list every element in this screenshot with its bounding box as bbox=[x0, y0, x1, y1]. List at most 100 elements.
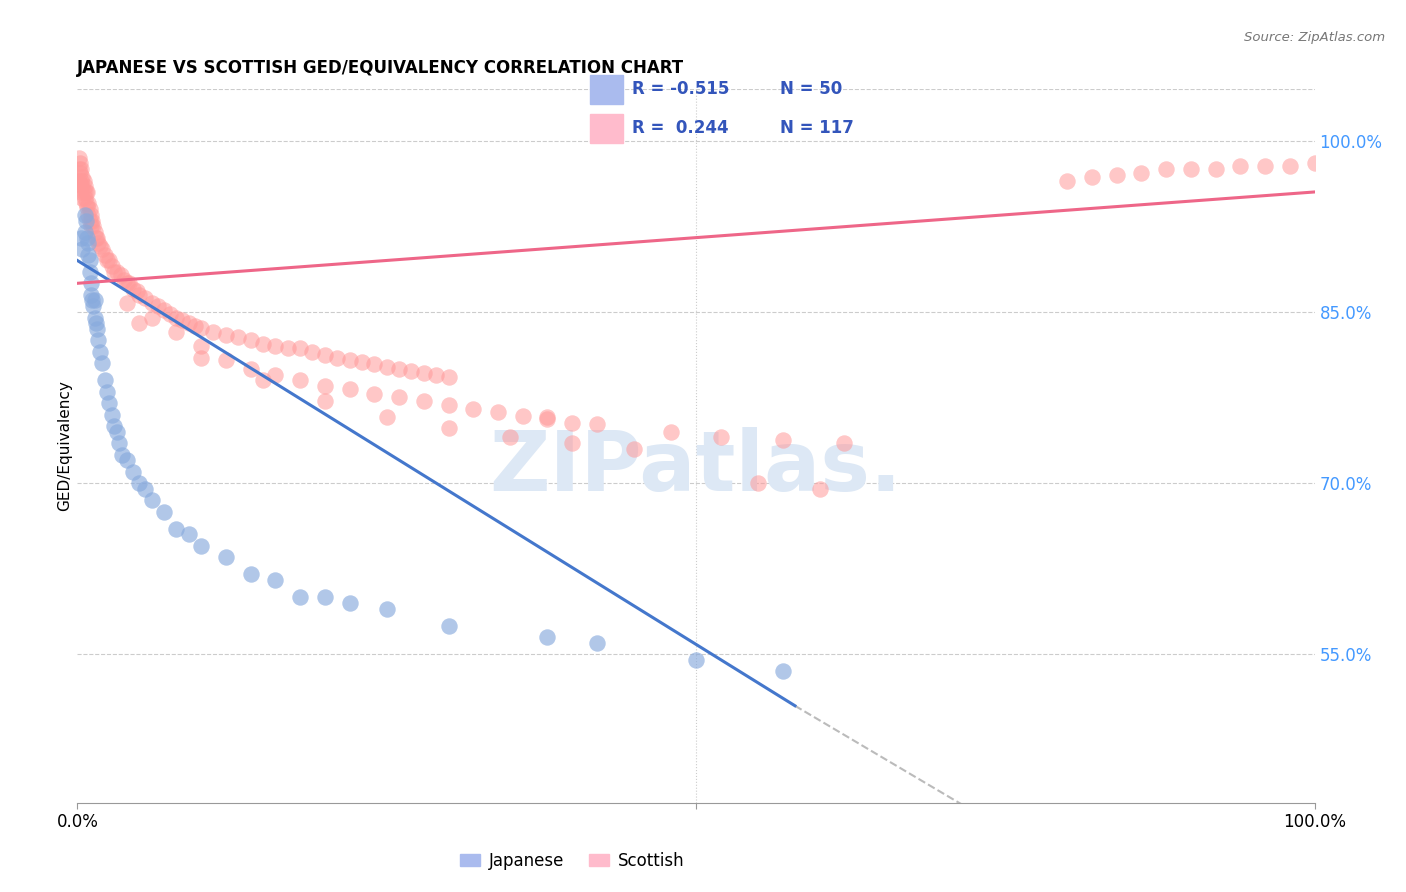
Point bbox=[128, 287, 150, 301]
Point bbox=[772, 665, 794, 679]
Point bbox=[111, 448, 134, 462]
Point bbox=[103, 265, 125, 279]
Point bbox=[536, 409, 558, 424]
Point bbox=[91, 242, 114, 256]
Point bbox=[264, 368, 287, 382]
Point bbox=[76, 200, 98, 214]
Point bbox=[73, 179, 96, 194]
Point bbox=[98, 396, 121, 410]
Point bbox=[1303, 156, 1326, 170]
Point bbox=[288, 342, 311, 356]
Point bbox=[425, 368, 447, 382]
Point bbox=[215, 550, 238, 565]
Point bbox=[623, 442, 645, 456]
Point bbox=[350, 355, 373, 369]
Point bbox=[1229, 159, 1251, 173]
Point bbox=[388, 391, 411, 405]
Point bbox=[772, 433, 794, 447]
Point bbox=[412, 367, 434, 381]
Point bbox=[98, 253, 121, 268]
Point bbox=[685, 653, 707, 667]
Text: N = 117: N = 117 bbox=[780, 120, 853, 137]
Point bbox=[89, 238, 111, 252]
Point bbox=[84, 230, 107, 244]
Point bbox=[125, 285, 148, 299]
Point bbox=[75, 185, 97, 199]
Point bbox=[115, 277, 138, 291]
Point bbox=[512, 409, 534, 423]
Point bbox=[314, 393, 336, 408]
Point bbox=[486, 405, 509, 419]
Point bbox=[84, 316, 107, 330]
Point bbox=[388, 362, 411, 376]
Point bbox=[437, 619, 460, 633]
Point bbox=[412, 393, 434, 408]
Point bbox=[239, 334, 262, 348]
Point bbox=[67, 151, 90, 165]
FancyBboxPatch shape bbox=[589, 75, 623, 104]
Point bbox=[82, 213, 104, 227]
Point bbox=[105, 425, 128, 439]
Point bbox=[122, 465, 145, 479]
Point bbox=[401, 364, 423, 378]
Point bbox=[215, 352, 238, 367]
Point bbox=[87, 236, 110, 251]
Point bbox=[91, 356, 114, 370]
Point bbox=[72, 170, 94, 185]
Point bbox=[67, 173, 90, 187]
Point bbox=[82, 219, 104, 234]
Point bbox=[202, 326, 225, 340]
Point bbox=[77, 208, 100, 222]
Point bbox=[72, 179, 94, 194]
Point bbox=[834, 436, 856, 450]
Point bbox=[105, 265, 128, 279]
Point bbox=[264, 339, 287, 353]
Point bbox=[499, 430, 522, 444]
Point bbox=[561, 436, 583, 450]
Point bbox=[82, 299, 104, 313]
Point bbox=[239, 362, 262, 376]
Point bbox=[239, 567, 262, 582]
Point bbox=[288, 373, 311, 387]
Point bbox=[165, 522, 187, 536]
Point bbox=[252, 336, 274, 351]
Point bbox=[375, 601, 398, 615]
Point bbox=[83, 310, 105, 325]
Point bbox=[146, 299, 169, 313]
Point bbox=[86, 322, 108, 336]
FancyBboxPatch shape bbox=[589, 113, 623, 143]
Point bbox=[159, 307, 181, 321]
Point bbox=[73, 225, 96, 239]
Point bbox=[314, 591, 336, 605]
Point bbox=[122, 282, 145, 296]
Point bbox=[134, 482, 156, 496]
Point bbox=[190, 339, 212, 353]
Point bbox=[153, 505, 176, 519]
Point bbox=[277, 342, 299, 356]
Point bbox=[128, 476, 150, 491]
Point bbox=[153, 302, 176, 317]
Point bbox=[288, 591, 311, 605]
Point bbox=[72, 185, 94, 199]
Point bbox=[339, 596, 361, 610]
Point bbox=[115, 453, 138, 467]
Point bbox=[437, 399, 460, 413]
Point bbox=[190, 539, 212, 553]
Point bbox=[96, 253, 118, 268]
Point bbox=[141, 493, 163, 508]
Point bbox=[363, 357, 385, 371]
Point bbox=[75, 213, 97, 227]
Point bbox=[77, 236, 100, 251]
Point bbox=[1254, 159, 1277, 173]
Point bbox=[339, 352, 361, 367]
Point bbox=[72, 242, 94, 256]
Point bbox=[80, 277, 103, 291]
Point bbox=[314, 379, 336, 393]
Point bbox=[190, 351, 212, 365]
Point bbox=[326, 351, 349, 365]
Point bbox=[375, 359, 398, 374]
Point bbox=[339, 383, 361, 397]
Point bbox=[70, 162, 93, 177]
Point bbox=[301, 344, 323, 359]
Point bbox=[73, 208, 96, 222]
